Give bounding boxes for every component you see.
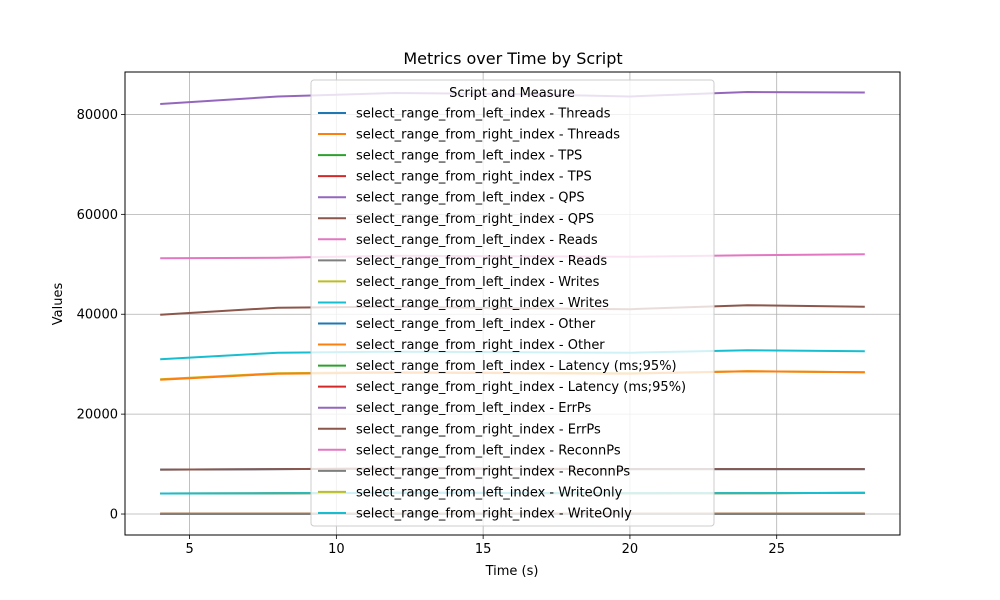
- legend-label: select_range_from_right_index - WriteOnl…: [356, 506, 632, 521]
- chart-title: Metrics over Time by Script: [403, 49, 622, 68]
- legend-label: select_range_from_left_index - ErrPs: [356, 401, 592, 416]
- legend-label: select_range_from_left_index - WriteOnly: [356, 485, 623, 500]
- x-axis-label: Time (s): [485, 564, 539, 579]
- legend-label: select_range_from_left_index - TPS: [356, 149, 582, 164]
- legend-entry: select_range_from_right_index - Other: [318, 338, 605, 353]
- legend-label: select_range_from_right_index - Latency …: [356, 380, 686, 395]
- legend-entry: select_range_from_right_index - ErrPs: [318, 422, 601, 437]
- legend-entry: select_range_from_right_index - WriteOnl…: [318, 506, 632, 521]
- y-tick-label: 20000: [77, 408, 118, 423]
- legend-entry: select_range_from_right_index - ReconnPs: [318, 464, 630, 479]
- legend-label: select_range_from_left_index - Latency (…: [356, 359, 677, 374]
- legend-label: select_range_from_left_index - Threads: [356, 107, 611, 122]
- x-tick-label: 15: [475, 542, 492, 557]
- legend-label: select_range_from_right_index - Other: [356, 338, 605, 353]
- legend-entry: select_range_from_left_index - TPS: [318, 149, 582, 164]
- legend-entry: select_range_from_right_index - Latency …: [318, 380, 686, 395]
- y-axis-label: Values: [51, 283, 66, 326]
- legend-entry: select_range_from_right_index - Reads: [318, 254, 607, 269]
- legend-label: select_range_from_right_index - Writes: [356, 296, 609, 311]
- legend-label: select_range_from_right_index - ReconnPs: [356, 464, 630, 479]
- legend-label: select_range_from_right_index - ErrPs: [356, 422, 601, 437]
- legend-entry: select_range_from_left_index - Writes: [318, 275, 600, 290]
- legend-title: Script and Measure: [449, 86, 575, 101]
- legend-entry: select_range_from_left_index - ErrPs: [318, 401, 592, 416]
- y-tick-label: 60000: [77, 208, 118, 223]
- x-tick-label: 25: [768, 542, 785, 557]
- legend-entry: select_range_from_left_index - Latency (…: [318, 359, 677, 374]
- legend-entry: select_range_from_right_index - Threads: [318, 128, 620, 143]
- y-tick-label: 40000: [77, 308, 118, 323]
- legend-label: select_range_from_right_index - TPS: [356, 170, 592, 185]
- legend-entry: select_range_from_left_index - QPS: [318, 191, 585, 206]
- legend-label: select_range_from_left_index - ReconnPs: [356, 443, 621, 458]
- legend-entry: select_range_from_right_index - Writes: [318, 296, 609, 311]
- legend-entry: select_range_from_left_index - WriteOnly: [318, 485, 623, 500]
- y-axis-ticks: 0 20000 40000 60000 80000: [77, 108, 125, 523]
- legend-label: select_range_from_right_index - Threads: [356, 128, 620, 143]
- plot-frame: [124, 71, 901, 536]
- legend-entry: select_range_from_right_index - QPS: [318, 212, 594, 227]
- legend-label: select_range_from_right_index - QPS: [356, 212, 594, 227]
- x-tick-label: 20: [622, 542, 639, 557]
- legend-entry: select_range_from_left_index - Reads: [318, 233, 598, 248]
- legend-entries: select_range_from_left_index - Threads se…: [318, 107, 686, 521]
- y-tick-label: 0: [110, 508, 118, 523]
- legend-entry: select_range_from_left_index - Other: [318, 317, 596, 332]
- legend-label: select_range_from_left_index - Reads: [356, 233, 598, 248]
- x-axis-ticks: 5 10 15 20 25: [185, 535, 785, 557]
- legend-entry: select_range_from_right_index - TPS: [318, 170, 592, 185]
- legend-label: select_range_from_right_index - Reads: [356, 254, 607, 269]
- legend-entry: select_range_from_left_index - ReconnPs: [318, 443, 621, 458]
- y-tick-label: 80000: [77, 108, 118, 123]
- legend-label: select_range_from_left_index - QPS: [356, 191, 585, 206]
- legend-entry: select_range_from_left_index - Threads: [318, 107, 611, 122]
- legend-label: select_range_from_left_index - Other: [356, 317, 596, 332]
- x-tick-label: 5: [185, 542, 193, 557]
- legend-box: [310, 79, 715, 527]
- legend-label: select_range_from_left_index - Writes: [356, 275, 600, 290]
- legend: Script and Measure select_range_from_lef…: [310, 79, 715, 527]
- x-tick-label: 10: [328, 542, 345, 557]
